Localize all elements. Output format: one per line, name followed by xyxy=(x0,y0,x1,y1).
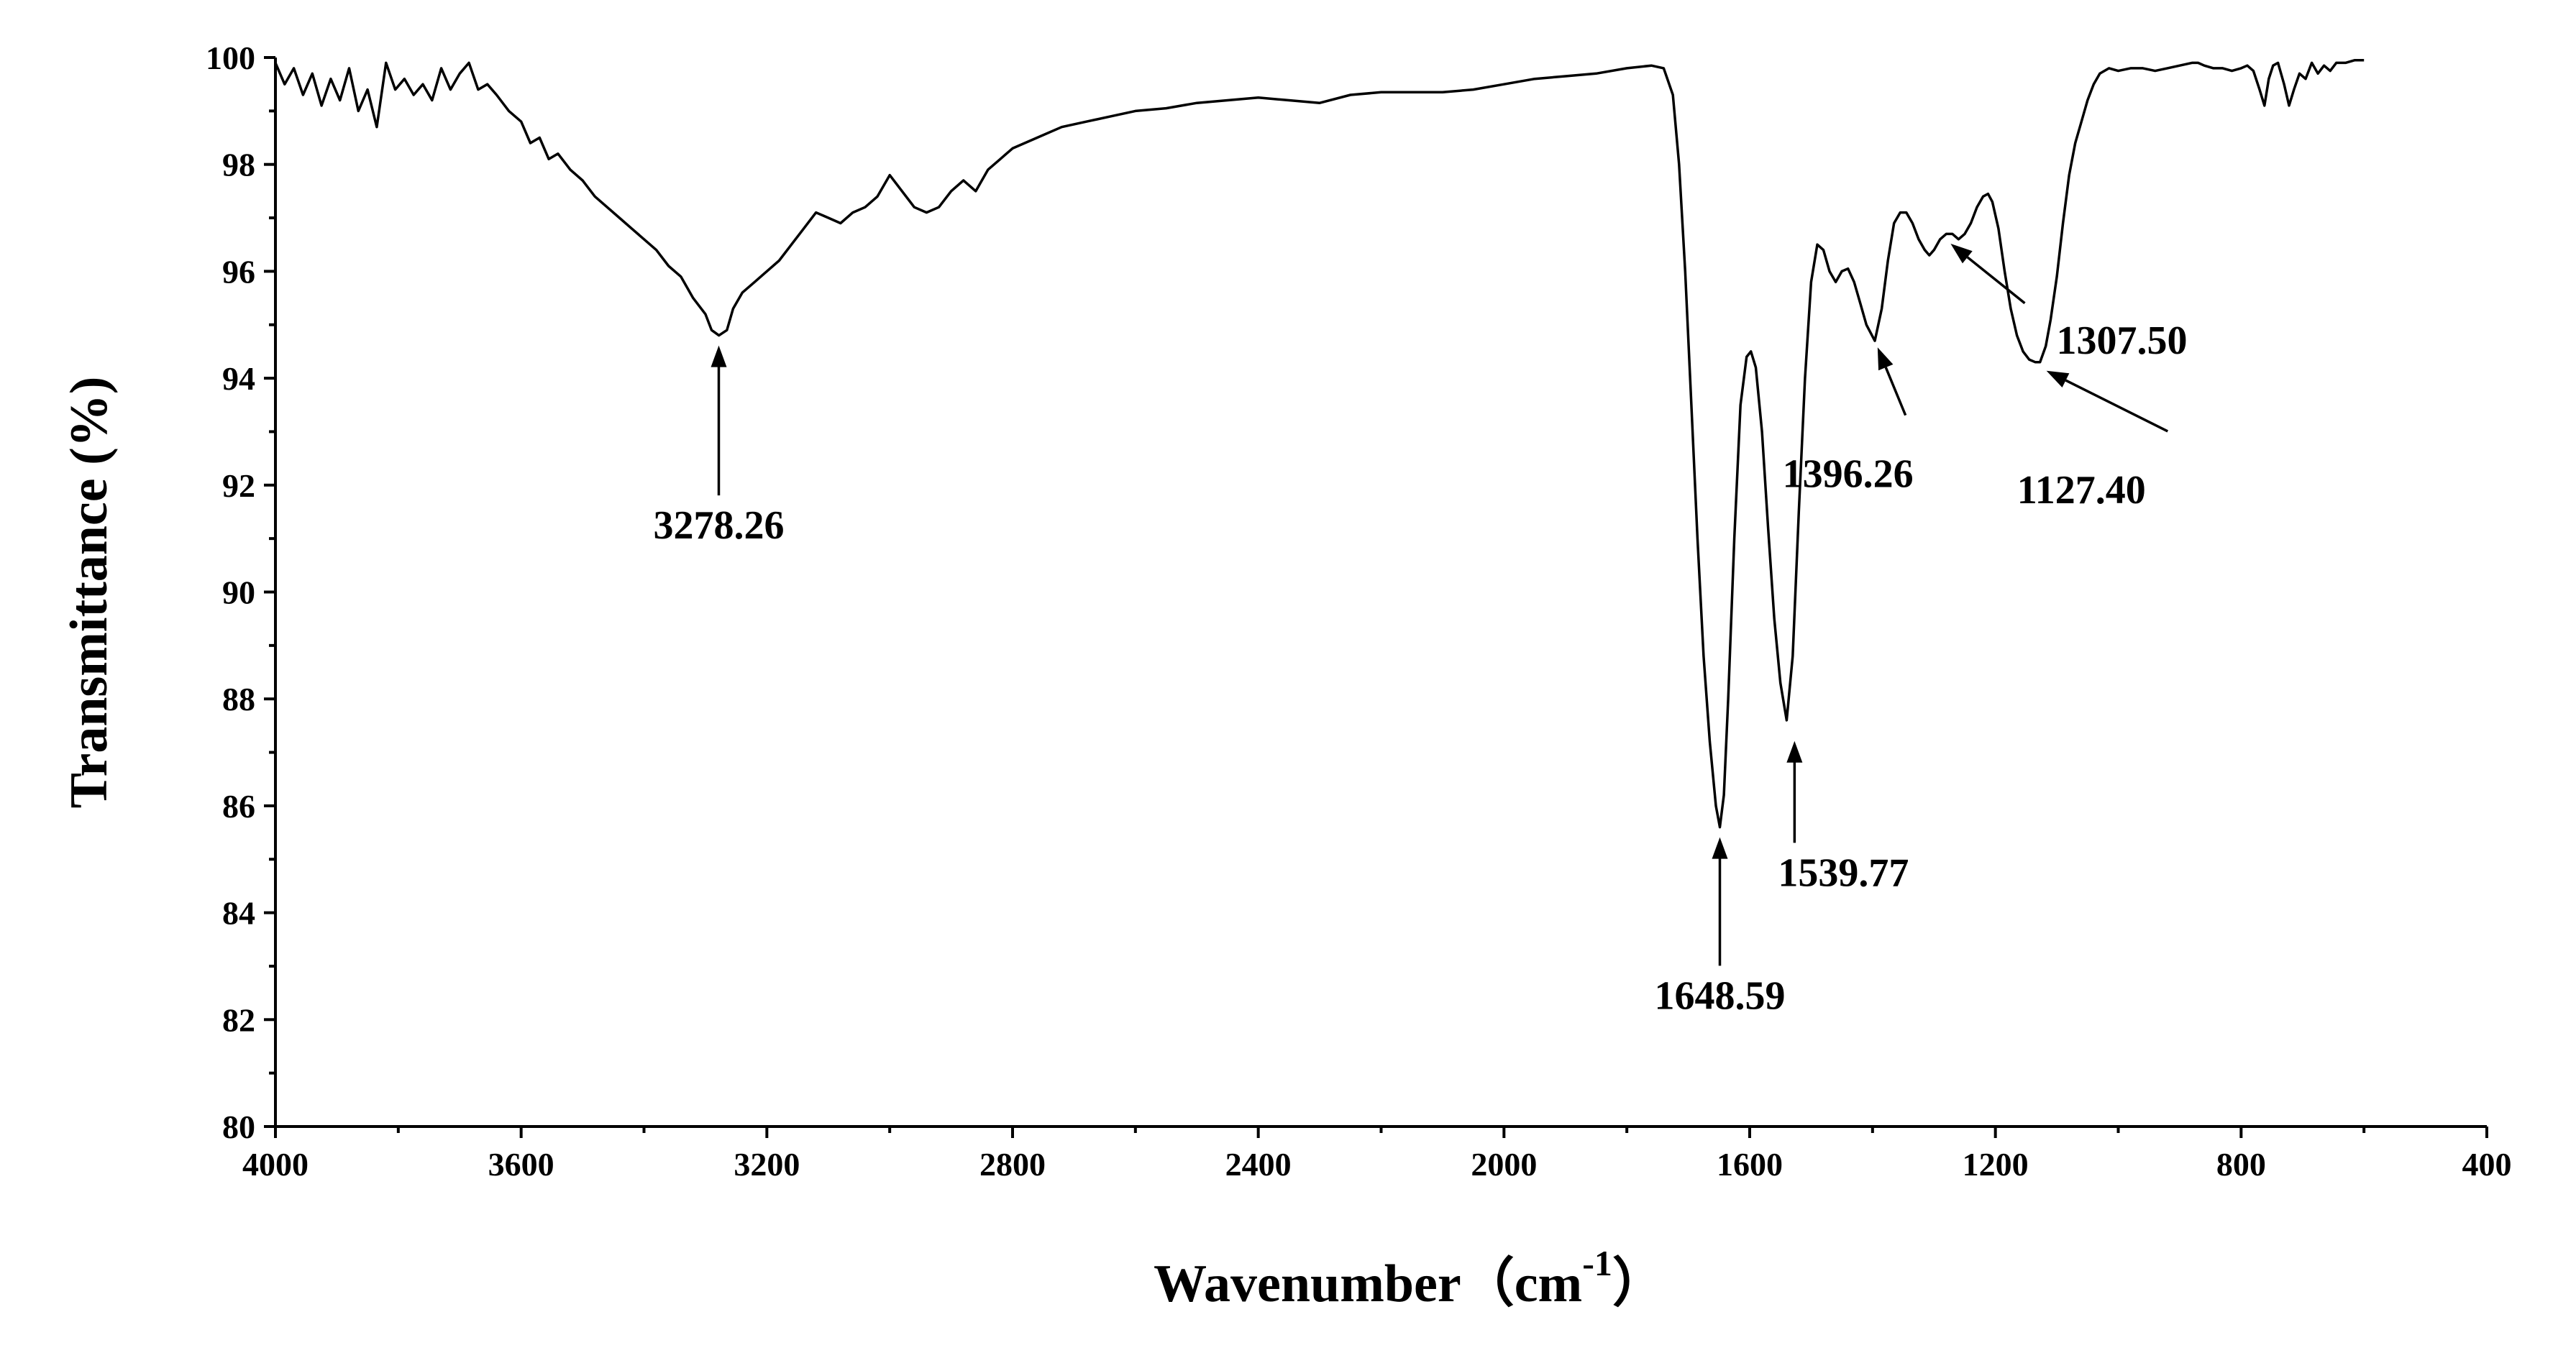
y-tick-label: 82 xyxy=(222,1001,255,1038)
annotation-label: 1396.26 xyxy=(1783,452,1914,497)
y-axis-title: Transmittance (%) xyxy=(60,377,119,809)
annotation-arrow-head xyxy=(2046,370,2070,387)
peak-annotation: 1127.40 xyxy=(2017,370,2169,513)
series-layer xyxy=(274,58,2365,829)
y-tick-label: 92 xyxy=(222,467,255,504)
annotation-arrow-line xyxy=(1966,256,2026,305)
y-tick-label: 100 xyxy=(206,40,255,76)
x-tick-label: 1200 xyxy=(1963,1146,2029,1183)
x-axis-title-close: ） xyxy=(1612,1254,1666,1313)
y-tick-label: 96 xyxy=(222,253,255,290)
x-axis-title-superscript: -1 xyxy=(1582,1243,1612,1283)
x-ticks: 4000 3600 3200 2800 2400 2000 1600 1200 800 400 xyxy=(242,1127,2512,1183)
x-tick-label: 1600 xyxy=(1717,1146,1783,1183)
peak-annotation: 1307.50 xyxy=(1950,244,2188,363)
x-tick-label: 800 xyxy=(2216,1146,2266,1183)
y-tick-label: 84 xyxy=(222,895,255,932)
peak-annotation: 1539.77 xyxy=(1778,740,1909,895)
peak-annotation: 1396.26 xyxy=(1783,347,1914,497)
y-ticks: 80 82 84 86 88 90 92 94 96 98 100 xyxy=(206,40,275,1145)
x-tick-label: 2800 xyxy=(979,1146,1046,1183)
x-tick-label: 2400 xyxy=(1225,1146,1292,1183)
annotation-arrow-head xyxy=(711,345,727,367)
annotation-label: 1648.59 xyxy=(1654,973,1785,1018)
y-tick-label: 98 xyxy=(222,147,255,183)
annotation-arrow-head xyxy=(1712,837,1728,859)
peak-annotations: 3278.26 1648.59 1539.77 1396.26 1307.50 1127.… xyxy=(653,244,2188,1018)
annotation-arrow-line xyxy=(1884,367,1907,416)
y-tick-label: 80 xyxy=(222,1109,255,1145)
spectrum-line xyxy=(274,58,2365,829)
peak-annotation: 1648.59 xyxy=(1654,837,1785,1018)
x-tick-label: 2000 xyxy=(1471,1146,1537,1183)
annotation-label: 1127.40 xyxy=(2017,468,2146,513)
annotation-label: 1539.77 xyxy=(1778,850,1909,895)
y-tick-label: 94 xyxy=(222,360,255,397)
annotation-label: 1307.50 xyxy=(2057,318,2188,363)
annotation-arrow-head xyxy=(1950,244,1973,264)
x-axis-title: Wavenumber（cm-1） xyxy=(1154,1243,1666,1313)
y-tick-label: 90 xyxy=(222,574,255,611)
annotation-arrow-head xyxy=(1877,347,1894,371)
y-tick-label: 86 xyxy=(222,788,255,825)
annotation-arrow-head xyxy=(1786,740,1803,763)
x-axis-title-main: Wavenumber（cm xyxy=(1154,1254,1582,1313)
x-tick-label: 4000 xyxy=(242,1146,309,1183)
peak-annotation: 3278.26 xyxy=(653,345,784,548)
y-tick-label: 88 xyxy=(222,681,255,717)
x-tick-label: 3200 xyxy=(734,1146,800,1183)
axes xyxy=(274,58,2487,1128)
x-tick-label: 3600 xyxy=(488,1146,554,1183)
x-tick-label: 400 xyxy=(2462,1146,2512,1183)
annotation-arrow-line xyxy=(2065,379,2169,433)
annotation-label: 3278.26 xyxy=(653,503,784,548)
